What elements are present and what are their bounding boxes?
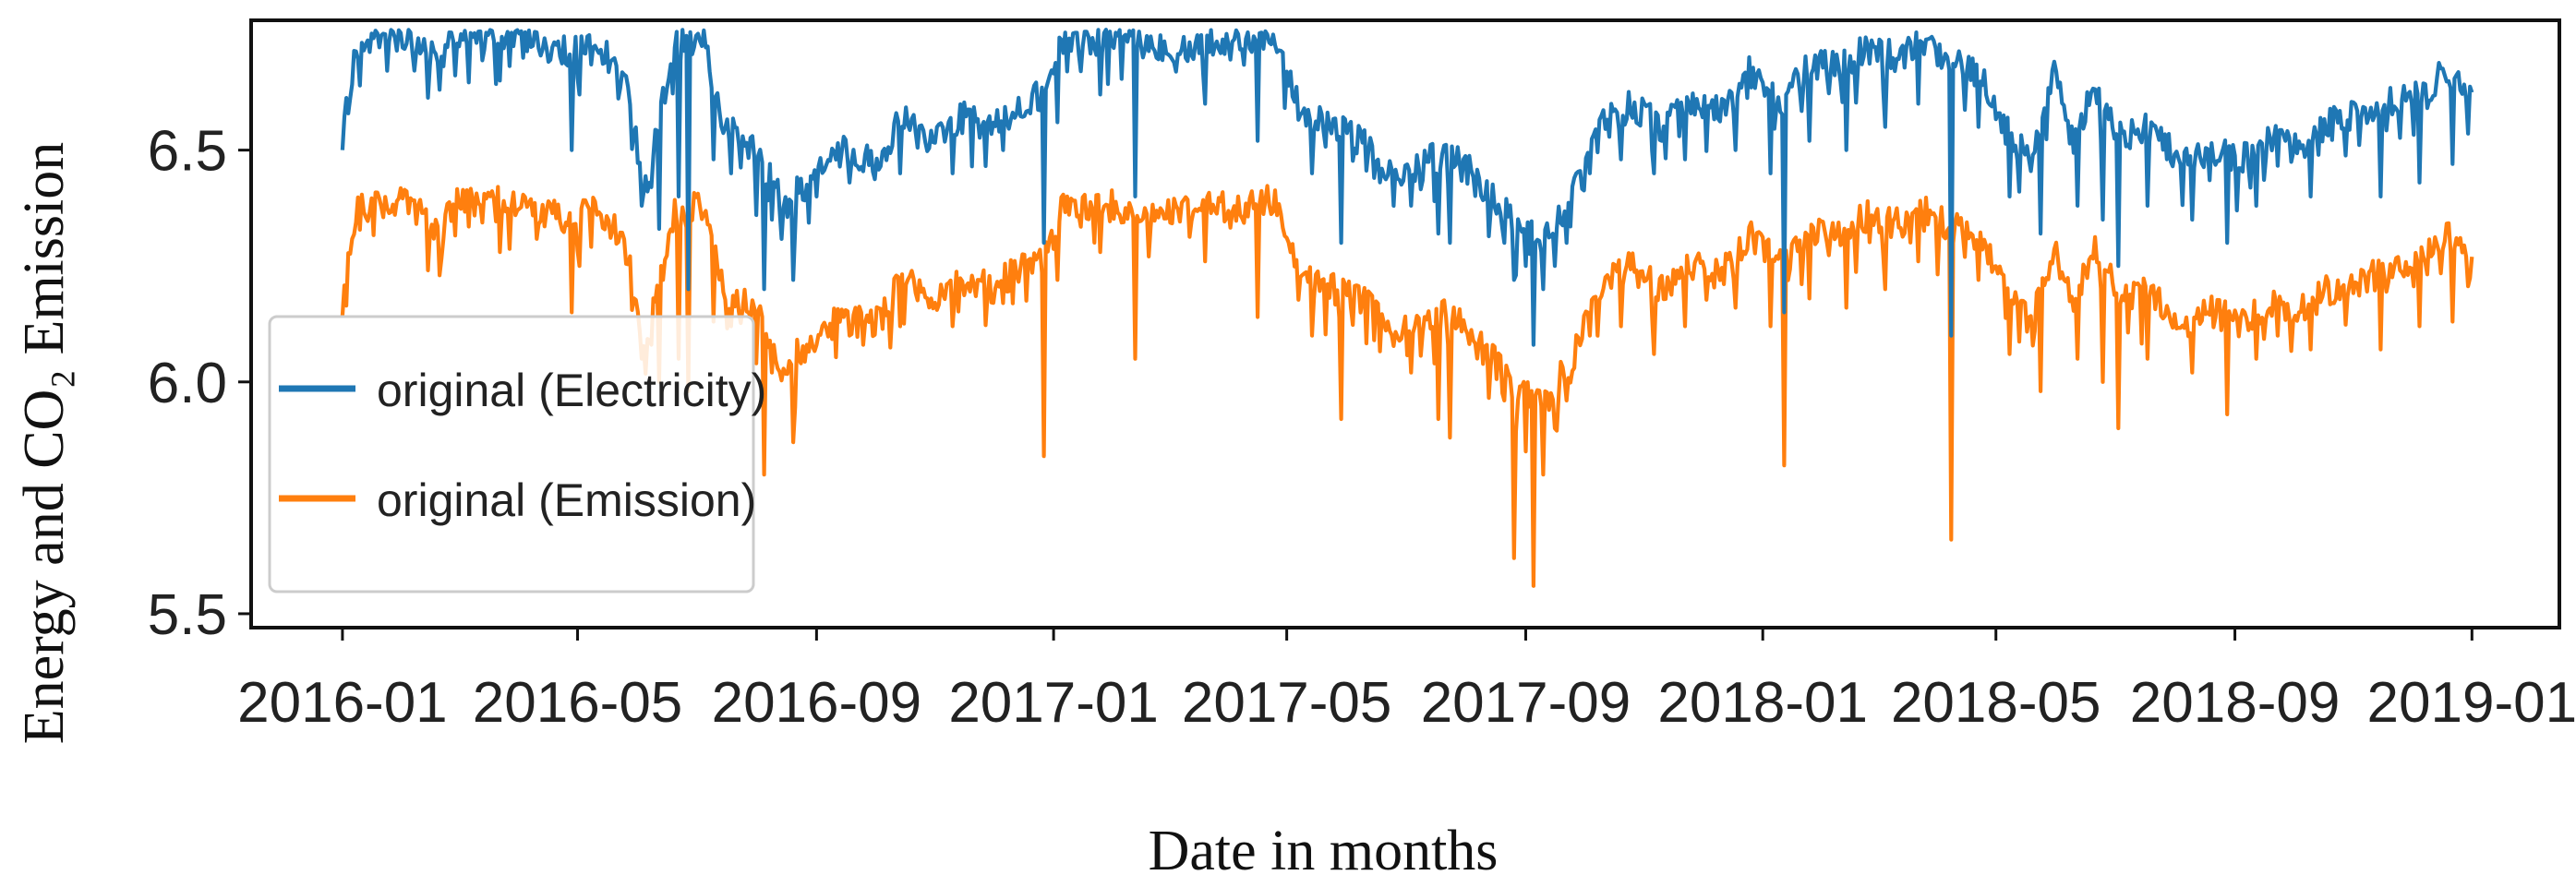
x-tick-label: 2018-09: [2130, 671, 2341, 735]
y-tick-label: 6.5: [148, 120, 227, 184]
y-tick-label: 5.5: [148, 583, 227, 647]
series-line-emission: [340, 184, 2474, 588]
legend-label-emission: original (Emission): [377, 474, 756, 526]
y-tick-label: 6.0: [148, 352, 227, 415]
plot-frame: [249, 18, 2561, 629]
legend-box: [268, 315, 755, 593]
x-tick-label: 2019-01: [2367, 671, 2576, 735]
y-axis-label: Energy and CO₂ Emission: [13, 142, 76, 744]
x-axis-label: Date in months: [1149, 820, 1499, 882]
x-tick-label: 2016-05: [473, 671, 683, 735]
x-tick-label: 2017-09: [1421, 671, 1631, 735]
x-tick-label: 2018-05: [1891, 671, 2101, 735]
ticks-layer: 2016-01 2016-05 2016-09 2017-01 2017-05 2017-…: [148, 120, 2576, 735]
x-tick-label: 2016-01: [237, 671, 448, 735]
x-tick-label: 2017-05: [1182, 671, 1392, 735]
x-tick-label: 2016-09: [712, 671, 922, 735]
series-line-electricity: [340, 27, 2474, 347]
x-tick-label: 2017-01: [948, 671, 1159, 735]
x-tick-label: 2018-01: [1657, 671, 1868, 735]
legend: original (Electricity) original (Emissio…: [268, 315, 766, 593]
legend-label-electricity: original (Electricity): [377, 365, 766, 416]
series-layer: [340, 27, 2474, 588]
